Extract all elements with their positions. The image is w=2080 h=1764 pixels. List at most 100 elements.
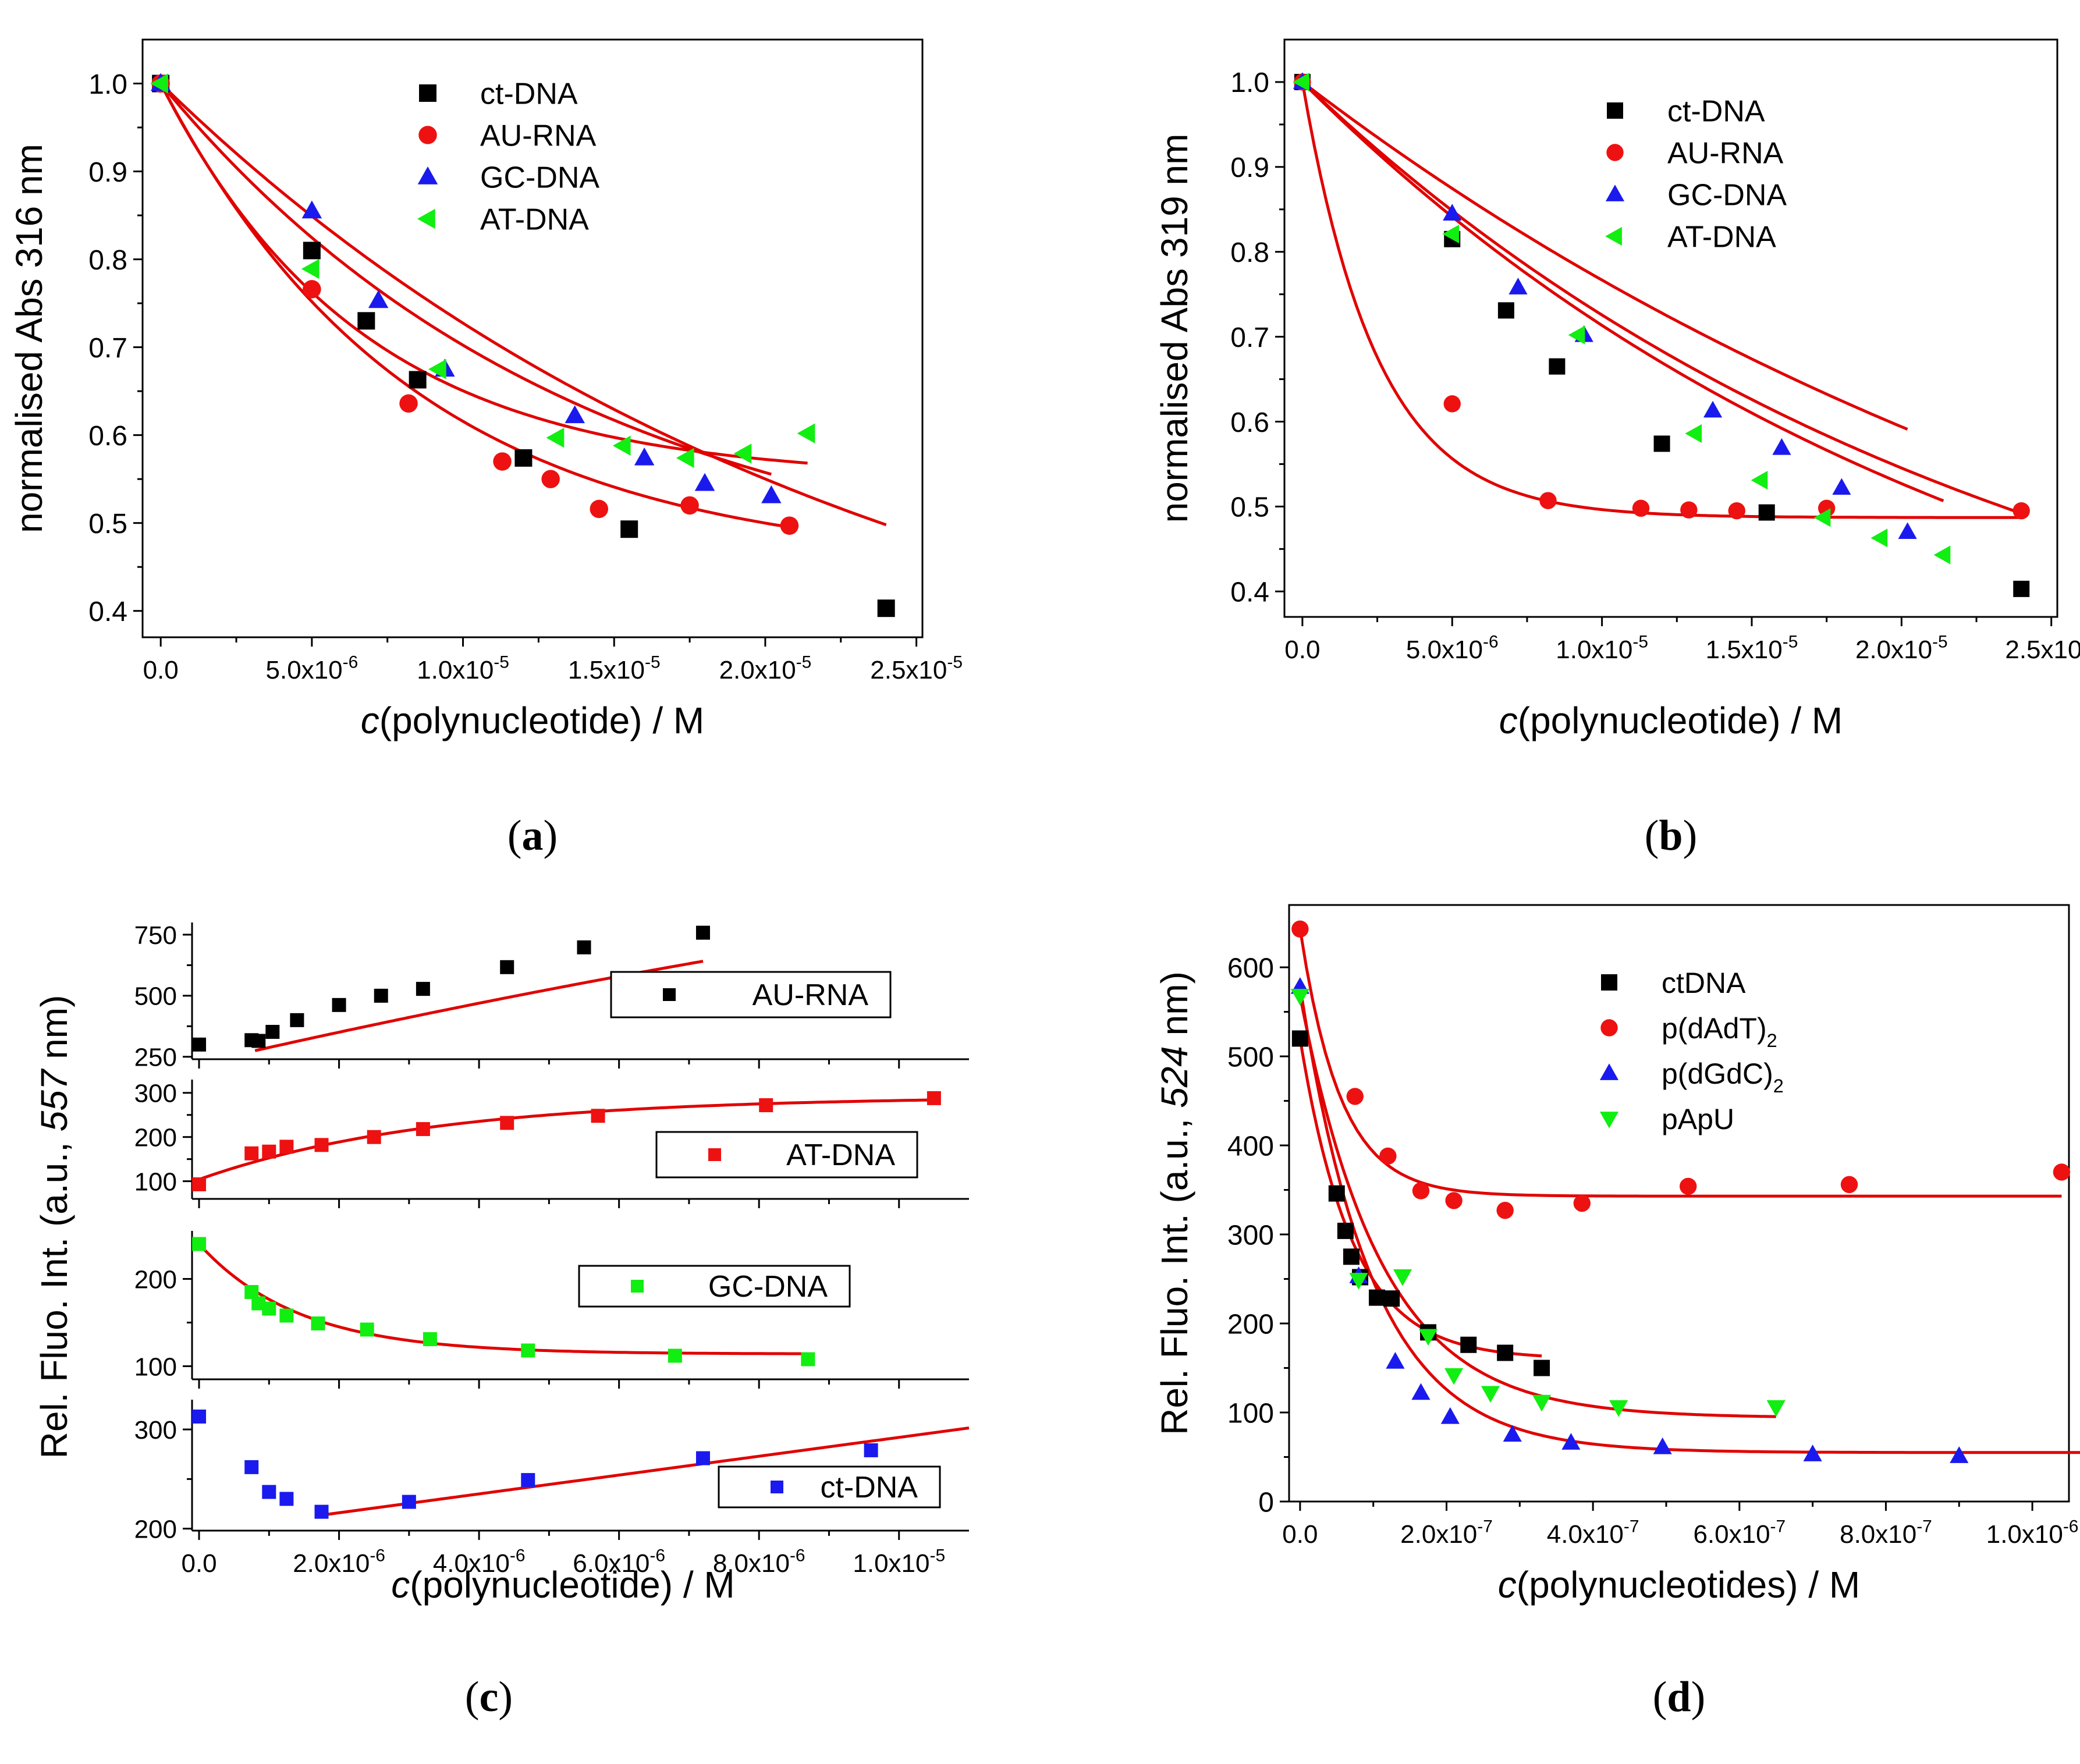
data-point-pApU xyxy=(1393,1269,1412,1286)
legend-label-AU-RNA: AU-RNA xyxy=(753,978,869,1012)
y-tick-label: 0.5 xyxy=(1230,492,1269,523)
x-tick-mantissa: 2.0x10 xyxy=(1400,1520,1477,1549)
x-tick-mantissa: 0.0 xyxy=(1284,636,1320,664)
x-tick-exponent: -5 xyxy=(494,653,509,672)
data-point-GC-DNA xyxy=(1703,400,1723,418)
x-tick-exponent: -5 xyxy=(1783,633,1798,652)
data-point-ct-DNA xyxy=(244,1460,259,1474)
data-point-ct-DNA xyxy=(1497,302,1514,319)
data-point-ct-DNA xyxy=(409,371,427,389)
x-axis-title-italic: c xyxy=(1498,1564,1517,1606)
fit-curve-AU-RNA xyxy=(1301,81,2022,519)
data-point-AU-RNA xyxy=(1680,501,1698,519)
legend-label-main: p(dAdT) xyxy=(1662,1012,1767,1045)
data-point-p(dGdC)2 xyxy=(1803,1444,1822,1461)
plot-frame xyxy=(1283,38,2058,618)
x-tick-mantissa: 4.0x10 xyxy=(1547,1520,1624,1549)
data-point-AU-RNA xyxy=(1728,502,1745,520)
y-axis-title-part: nm) xyxy=(33,995,75,1070)
data-point-AU-RNA xyxy=(399,394,418,413)
panel-label-paren: ( xyxy=(465,1673,480,1721)
y-tick-label: 100 xyxy=(134,1353,177,1381)
data-point-AT-DNA xyxy=(676,448,694,468)
y-tick-label: 0.9 xyxy=(1230,152,1269,183)
x-tick-label: 4.0x10-6 xyxy=(433,1546,526,1578)
data-point-pApU xyxy=(1766,1400,1786,1417)
x-tick-mantissa: 1.0x10 xyxy=(1556,636,1632,664)
data-point-GC-DNA xyxy=(801,1352,815,1367)
y-tick-label: 0.7 xyxy=(88,333,127,364)
x-axis-title: c(polynucleotide) / M xyxy=(361,700,704,741)
data-point-AT-DNA xyxy=(279,1140,294,1154)
data-point-ctDNA xyxy=(1497,1344,1514,1361)
data-point-AT-DNA xyxy=(1293,72,1309,92)
subplot-AU-RNA: 250 500 750 AU-RNA xyxy=(134,921,969,1072)
x-tick-mantissa: 2.5x10 xyxy=(2005,636,2080,664)
data-point-ct-DNA xyxy=(314,1504,329,1519)
data-point-ct-DNA xyxy=(402,1495,416,1509)
legend-marker-AU-RNA xyxy=(1606,144,1624,161)
data-point-p(dAdT)2 xyxy=(1445,1192,1463,1209)
y-tick-label: 0.8 xyxy=(88,245,127,276)
data-point-GC-DNA xyxy=(565,405,585,424)
x-tick-exponent: -6 xyxy=(649,1546,665,1566)
data-point-AT-DNA xyxy=(1870,528,1888,548)
data-point-AT-DNA xyxy=(262,1144,276,1159)
x-tick-label: 2.0x10-6 xyxy=(293,1546,385,1578)
subplot-GC-DNA: 100 200 GC-DNA xyxy=(134,1231,969,1389)
legend-marker-ct-DNA xyxy=(771,1481,783,1493)
legend-label-p(dAdT)2: p(dAdT)2 xyxy=(1662,1012,1777,1051)
data-point-p(dAdT)2 xyxy=(1412,1182,1430,1199)
data-point-AU-RNA xyxy=(290,1013,304,1027)
x-axis-title: c(polynucleotides) / M xyxy=(1498,1564,1860,1606)
data-point-AT-DNA xyxy=(1685,424,1702,443)
x-tick-mantissa: 2.0x10 xyxy=(1855,636,1932,664)
fit-curve-p(dAdT)2 xyxy=(1298,928,2062,1198)
data-point-AT-DNA xyxy=(733,443,752,464)
legend-label-main: p(dGdC) xyxy=(1662,1057,1773,1090)
legend-box-ct-DNA xyxy=(718,1465,941,1509)
x-tick-mantissa: 6.0x10 xyxy=(573,1549,649,1578)
x-axis-title-italic: c xyxy=(361,700,379,741)
data-point-AU-RNA xyxy=(265,1025,280,1039)
data-point-AU-RNA xyxy=(251,1034,266,1048)
legend-label-main: pApU xyxy=(1662,1103,1734,1135)
x-tick-mantissa: 6.0x10 xyxy=(1693,1520,1770,1549)
data-point-pApU xyxy=(1609,1400,1628,1417)
data-point-AT-DNA xyxy=(367,1130,381,1144)
data-point-GC-DNA xyxy=(192,1237,207,1251)
x-tick-mantissa: 1.0x10 xyxy=(853,1549,929,1578)
legend-box-GC-DNA xyxy=(578,1265,851,1308)
data-point-pApU xyxy=(1481,1386,1500,1403)
legend-label-ct-DNA: ct-DNA xyxy=(1667,95,1765,129)
data-point-p(dAdT)2 xyxy=(1291,920,1309,938)
data-point-AT-DNA xyxy=(192,1177,207,1191)
y-tick-label: 100 xyxy=(134,1167,177,1196)
data-point-AU-RNA xyxy=(1539,492,1557,509)
y-tick-label: 250 xyxy=(134,1044,177,1072)
panel-label-letter: a xyxy=(522,812,544,860)
data-point-GC-DNA xyxy=(694,473,715,491)
y-tick-label: 200 xyxy=(134,1515,177,1543)
x-tick-label: 2.0x10-5 xyxy=(719,653,812,684)
data-point-p(dAdT)2 xyxy=(1379,1147,1397,1165)
y-axis-title-part: Rel. Fluo. Int. (a.u., xyxy=(33,1131,75,1458)
panel-label-paren: ( xyxy=(1645,812,1659,860)
x-tick-label: 6.0x10-7 xyxy=(1693,1517,1786,1549)
y-tick-label: 0.5 xyxy=(88,509,127,540)
data-point-ct-DNA xyxy=(303,242,321,260)
legend-marker-p(dGdC)2 xyxy=(1599,1063,1619,1080)
data-point-p(dGdC)2 xyxy=(1503,1425,1522,1442)
fit-curve-ct-DNA xyxy=(1301,81,2022,515)
data-point-GC-DNA xyxy=(279,1308,294,1323)
y-tick-label: 600 xyxy=(1227,953,1274,984)
x-tick-exponent: -5 xyxy=(645,653,661,672)
x-tick-mantissa: 8.0x10 xyxy=(1840,1520,1916,1549)
legend-box-AT-DNA xyxy=(655,1131,918,1179)
data-point-pApU xyxy=(1349,1273,1368,1290)
data-point-ctDNA xyxy=(1460,1336,1477,1353)
data-point-p(dAdT)2 xyxy=(2053,1163,2071,1181)
legend-label-AU-RNA: AU-RNA xyxy=(1667,137,1784,171)
x-tick-exponent: -6 xyxy=(370,1546,385,1566)
